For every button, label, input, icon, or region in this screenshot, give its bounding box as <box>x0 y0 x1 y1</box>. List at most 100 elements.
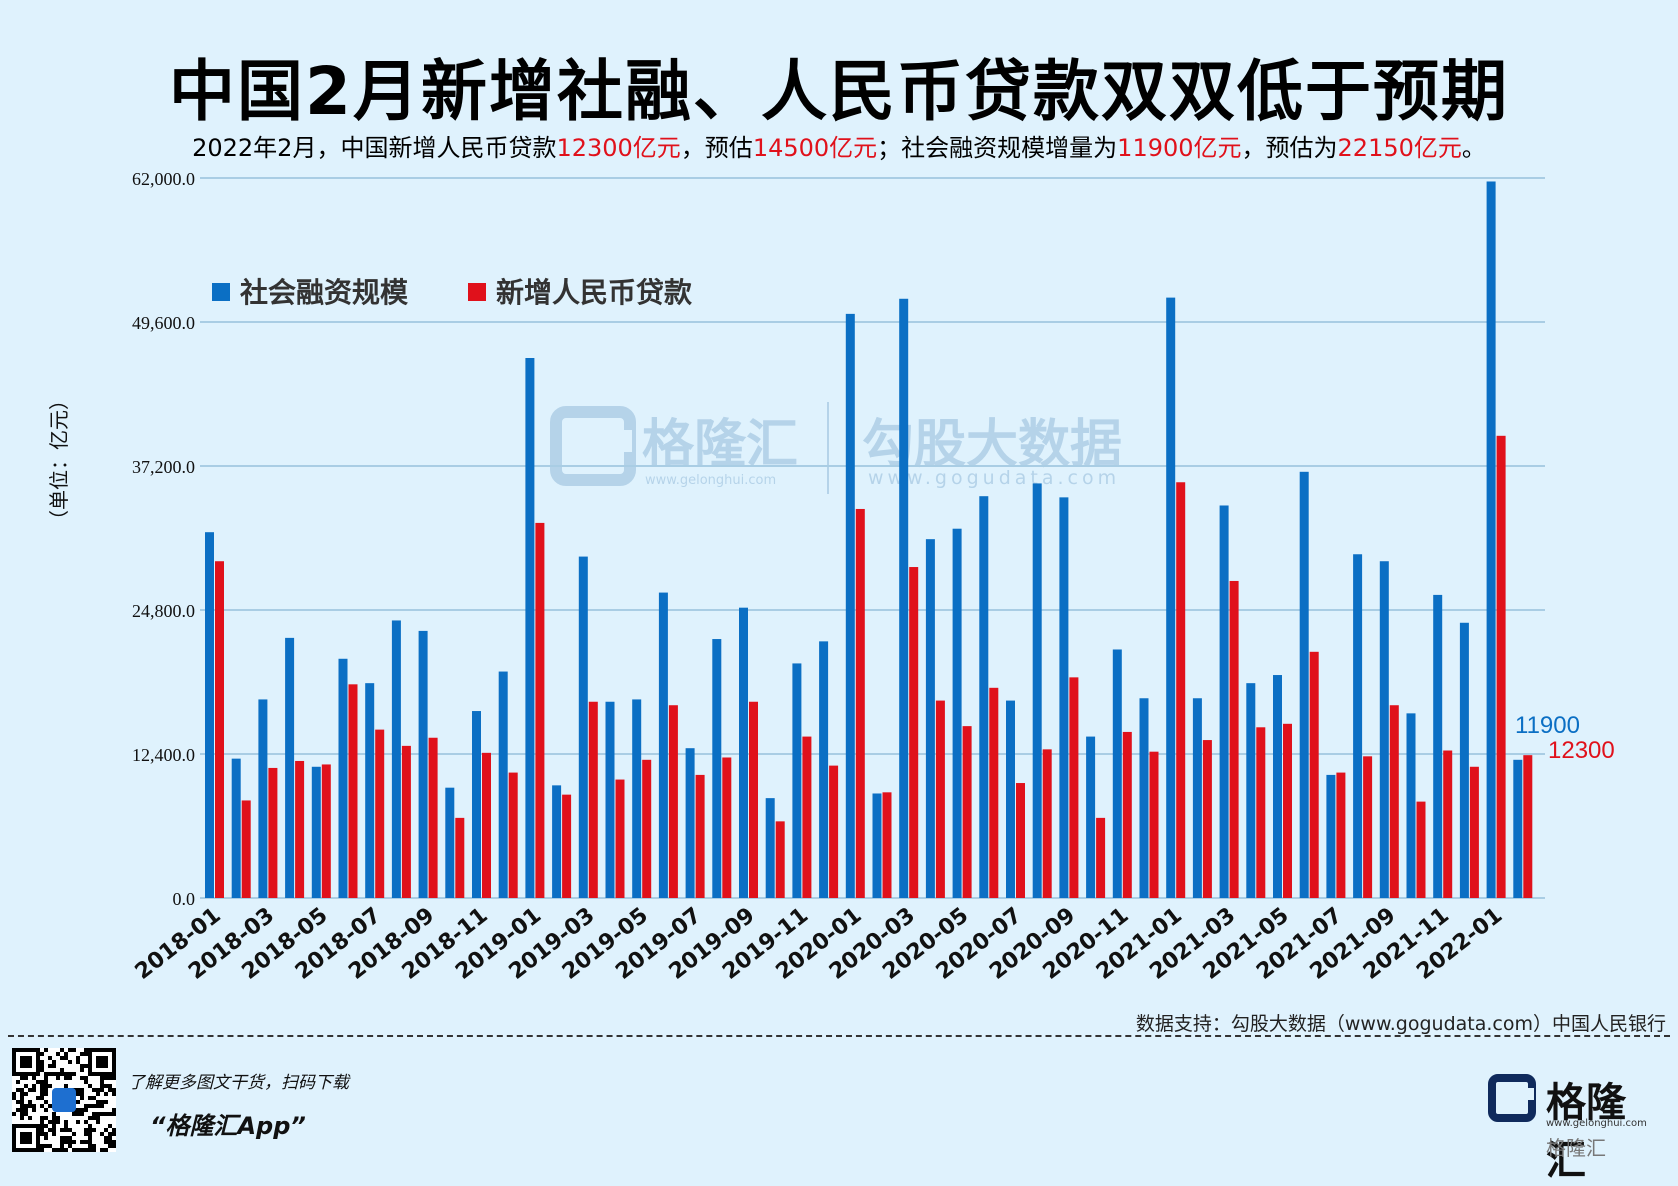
bar-tsf <box>658 592 668 898</box>
bar-loan <box>1202 740 1212 898</box>
bar-tsf <box>1326 774 1336 898</box>
bar-loan <box>1229 580 1239 898</box>
bar-loan <box>722 757 732 898</box>
subtitle-text-2: ，预估 <box>680 134 753 162</box>
bar-loan <box>1443 750 1453 898</box>
subtitle-value-tsf: 11900亿元 <box>1117 134 1242 162</box>
bar-loan <box>401 745 411 898</box>
bar-loan <box>1336 772 1346 898</box>
bar-loan <box>909 567 919 898</box>
bar-loan <box>1389 705 1399 898</box>
bar-tsf <box>365 683 375 898</box>
watermark-logo-icon <box>550 406 636 486</box>
bar-tsf <box>525 358 535 898</box>
subtitle-text-4: ，预估为 <box>1241 134 1338 162</box>
y-tick-label: 49,600.0 <box>132 313 195 333</box>
bar-loan <box>482 752 491 898</box>
brand-logo: 格隆汇 www.gelonghui.com 格隆汇 <box>1488 1068 1660 1184</box>
subtitle-text-1: 2022年2月，中国新增人民币贷款 <box>192 134 557 162</box>
bar-loan <box>455 817 465 898</box>
bar-tsf <box>605 701 615 898</box>
bar-loan <box>642 759 652 898</box>
bar-tsf <box>391 620 401 898</box>
bar-loan <box>375 729 385 898</box>
subtitle-text-5: 。 <box>1461 134 1486 162</box>
bar-tsf <box>1379 561 1389 898</box>
legend: 社会融资规模 新增人民币贷款 <box>212 276 693 309</box>
bar-tsf <box>712 639 722 898</box>
bar-loan <box>829 765 839 898</box>
bar-loan <box>268 767 278 898</box>
brand-sub-mark: 格隆汇 <box>1546 1136 1606 1160</box>
bar-tsf <box>231 758 241 898</box>
bar-tsf <box>498 671 508 898</box>
brand-url: www.gelonghui.com <box>1546 1118 1647 1129</box>
bar-tsf <box>205 532 214 898</box>
bar-tsf <box>445 787 455 898</box>
bar-tsf <box>1513 759 1523 898</box>
x-axis-tick-labels: 2018-012018-032018-052018-072018-092018-… <box>131 903 1508 985</box>
y-axis-tick-labels: 0.0 12,400.0 24,800.0 37,200.0 49,600.0 62,00… <box>132 169 195 909</box>
qr-code-icon[interactable] <box>12 1048 116 1152</box>
bar-loan <box>1469 766 1479 898</box>
bar-tsf <box>1006 700 1015 898</box>
bar-loan <box>1069 677 1079 898</box>
bar-loan <box>508 772 518 898</box>
bar-tsf <box>1032 483 1042 898</box>
bar-loan <box>882 792 892 898</box>
bar-loan <box>215 561 224 898</box>
bar-loan <box>1122 731 1132 898</box>
watermark: 格隆汇 www.gelonghui.com 勾股大数据 www.gogudata… <box>550 402 1122 494</box>
bar-tsf <box>685 748 695 898</box>
bar-tsf <box>952 528 962 898</box>
bar-tsf <box>845 313 855 898</box>
bar-tsf <box>1246 683 1256 898</box>
legend-swatch-tsf <box>212 283 230 301</box>
data-source: 数据支持：勾股大数据（www.gogudata.com）中国人民银行 <box>1135 1013 1666 1035</box>
bar-tsf <box>311 766 321 898</box>
bar-tsf <box>1139 698 1149 898</box>
bar-loan <box>321 764 331 898</box>
bar-tsf <box>1192 698 1202 898</box>
gelonghui-logo-icon <box>1488 1074 1536 1122</box>
bar-loan <box>1283 723 1292 898</box>
bar-tsf <box>765 798 775 898</box>
bar-tsf <box>418 630 428 898</box>
bar-tsf <box>258 699 268 898</box>
watermark-url-1: www.gelonghui.com <box>645 473 776 488</box>
bar-loan <box>428 737 438 898</box>
y-axis-label: （单位：亿元） <box>47 390 71 530</box>
bar-loan <box>1363 756 1373 898</box>
bar-loan <box>348 684 358 898</box>
y-tick-label: 62,000.0 <box>132 169 195 189</box>
bar-tsf <box>1299 471 1309 898</box>
bar-loan <box>1256 727 1266 898</box>
bar-loan <box>1416 801 1426 898</box>
bar-tsf <box>1273 675 1282 898</box>
bar-loan <box>749 701 758 898</box>
bar-loan <box>1096 817 1106 898</box>
bar-loan <box>535 522 545 898</box>
bar-loan <box>802 736 812 898</box>
watermark-logo-notch <box>598 430 632 452</box>
bar-tsf <box>739 607 748 898</box>
bars <box>205 181 1533 899</box>
bar-tsf <box>472 711 481 898</box>
bar-tsf <box>552 785 562 898</box>
bar-loan <box>1176 482 1186 898</box>
bar-loan <box>668 705 678 898</box>
bar-loan <box>295 760 305 898</box>
bar-tsf <box>792 663 802 898</box>
bar-tsf <box>925 539 935 898</box>
bar-loan <box>1149 751 1159 898</box>
bar-loan <box>989 687 999 898</box>
subtitle-value-tsf-estimate: 22150亿元 <box>1337 134 1462 162</box>
bar-loan <box>615 779 625 898</box>
brand-name: 格隆汇 <box>1546 1080 1626 1184</box>
chart-subtitle: 2022年2月，中国新增人民币贷款12300亿元，预估14500亿元；社会融资规… <box>0 128 1678 163</box>
y-tick-label: 0.0 <box>173 889 196 909</box>
bar-tsf <box>1459 622 1469 898</box>
promo-app-name: “格隆汇App” <box>150 1112 306 1140</box>
bar-loan <box>962 726 972 898</box>
bar-tsf <box>979 496 989 898</box>
